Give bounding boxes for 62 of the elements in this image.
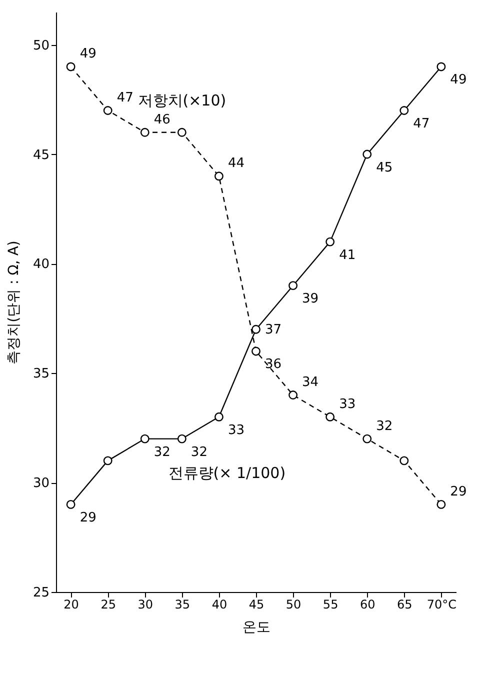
point: [288, 281, 298, 290]
point: [436, 500, 446, 509]
data-label: 39: [302, 292, 319, 307]
point: [400, 106, 409, 115]
data-label: 32: [154, 444, 170, 460]
y-axis-title: 측정치(단위 : Ω, A): [6, 240, 22, 364]
point: [288, 390, 298, 400]
point: [362, 434, 372, 444]
point: [326, 412, 335, 422]
data-label: 33: [339, 396, 356, 412]
point: [103, 456, 112, 466]
point: [140, 128, 150, 137]
point: [252, 346, 260, 356]
x-tick-label: 20: [64, 598, 79, 612]
x-tick-label: 25: [100, 598, 116, 612]
point: [362, 150, 372, 159]
data-label: 45: [376, 160, 393, 176]
y-tick-label: 35: [32, 366, 50, 382]
point: [400, 456, 409, 466]
data-label: 34: [302, 375, 319, 390]
y-tick-label: 50: [32, 38, 50, 54]
data-label: 49: [80, 46, 96, 62]
data-label: 36: [265, 357, 282, 372]
x-tick-label: 70°C: [426, 598, 457, 612]
data-label: 32: [190, 444, 208, 460]
x-tick-label: 45: [248, 598, 264, 612]
point: [103, 106, 112, 115]
point: [252, 324, 260, 334]
x-tick-label: 55: [322, 598, 338, 612]
data-label: 44: [228, 156, 245, 172]
data-label: 46: [154, 112, 170, 128]
x-tick-label: 35: [174, 598, 190, 612]
point: [214, 412, 224, 422]
data-label: 49: [450, 72, 467, 88]
y-tick-label: 45: [32, 148, 50, 163]
x-axis-title: 온도: [242, 620, 270, 636]
point: [66, 62, 76, 72]
y-tick-label: 30: [32, 476, 50, 492]
y-tick-label: 25: [32, 586, 50, 600]
point: [214, 172, 224, 181]
point: [177, 128, 186, 137]
series-label: 전류량(× 1/100): [168, 464, 286, 482]
x-tick-label: 40: [212, 598, 228, 612]
series-label: 저항치(×10): [138, 91, 226, 110]
data-label: 47: [116, 90, 134, 106]
data-label: 47: [413, 116, 430, 132]
point: [177, 434, 186, 444]
point: [140, 434, 150, 444]
x-tick-label: 50: [286, 598, 302, 612]
x-tick-label: 30: [138, 598, 154, 612]
data-label: 29: [450, 484, 467, 500]
data-label: 29: [80, 510, 96, 526]
point: [66, 500, 76, 509]
point: [436, 62, 446, 72]
point: [326, 237, 335, 246]
data-label: 33: [228, 422, 245, 438]
y-tick-label: 40: [32, 257, 50, 272]
data-label: 41: [339, 248, 356, 263]
data-label: 32: [376, 418, 393, 434]
data-label: 37: [265, 322, 282, 338]
x-tick-label: 60: [360, 598, 376, 612]
x-tick-label: 65: [397, 598, 412, 612]
